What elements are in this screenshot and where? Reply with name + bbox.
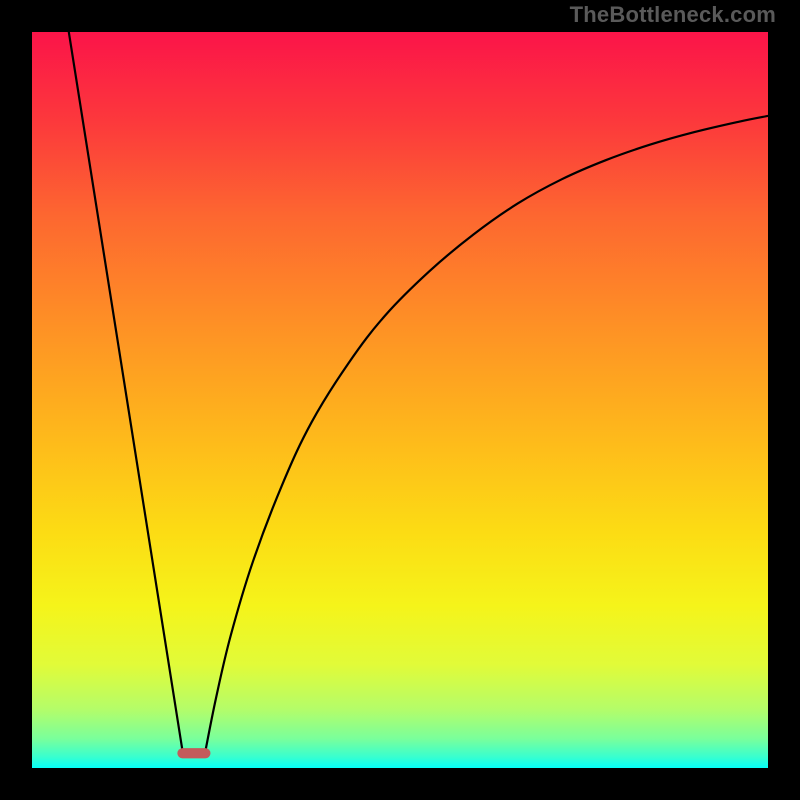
watermark-text: TheBottleneck.com xyxy=(570,2,776,28)
bottleneck-curve-chart xyxy=(0,0,800,800)
valley-marker xyxy=(177,748,210,758)
chart-container: TheBottleneck.com xyxy=(0,0,800,800)
